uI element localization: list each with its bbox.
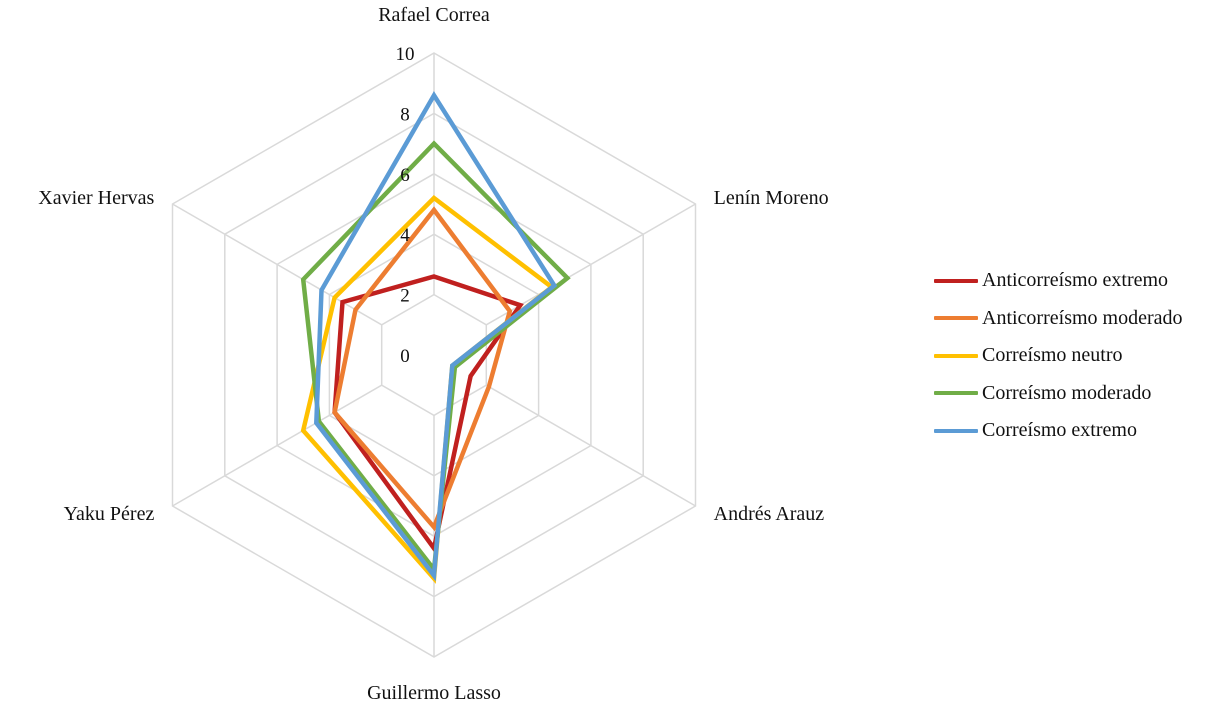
series-line-anticorre-smo-moderado [332, 206, 513, 532]
legend-item: Correísmo neutro [934, 337, 1224, 375]
legend-label: Correísmo moderado [982, 381, 1152, 404]
axis-label: Xavier Hervas [38, 187, 154, 209]
legend-swatch [934, 353, 978, 358]
tick-label: 8 [400, 104, 410, 125]
radar-axis-labels: Rafael Correa Lenín Moreno Andrés Arauz Gui… [38, 4, 828, 704]
grid-spoke [485, 384, 696, 507]
tick-label: 2 [400, 286, 410, 307]
legend-label: Anticorreísmo extremo [982, 269, 1169, 292]
legend-item: Anticorreísmo moderado [934, 300, 1224, 338]
legend-item: Anticorreísmo extremo [934, 262, 1224, 300]
legend-item: Correísmo moderado [934, 375, 1224, 413]
legend-swatch [934, 278, 978, 283]
axis-label: Rafael Correa [378, 4, 490, 26]
axis-label: Lenín Moreno [714, 187, 829, 209]
legend-swatch [934, 391, 978, 396]
grid-spoke [172, 203, 383, 326]
chart-legend: Anticorreísmo extremo Anticorreísmo moder… [934, 262, 1224, 450]
tick-label: 4 [400, 225, 410, 246]
axis-label: Andrés Arauz [714, 503, 825, 525]
tick-label: 10 [396, 44, 415, 65]
axis-label: Yaku Pérez [64, 503, 155, 525]
axis-label: Guillermo Lasso [367, 682, 501, 704]
radar-series [300, 90, 571, 584]
legend-label: Correísmo neutro [982, 344, 1123, 367]
tick-label: 6 [400, 165, 410, 186]
series-line-corre-smo-moderado [300, 140, 571, 576]
series-line-corre-smo-extremo [314, 90, 558, 582]
legend-swatch [934, 428, 978, 433]
legend-label: Correísmo extremo [982, 419, 1137, 442]
legend-label: Anticorreísmo moderado [982, 306, 1183, 329]
legend-item: Correísmo extremo [934, 412, 1224, 450]
tick-label: 0 [400, 346, 410, 367]
radar-tick-labels: 0 2 4 6 8 10 [396, 44, 415, 367]
legend-swatch [934, 316, 978, 321]
grid-spoke [172, 384, 383, 507]
